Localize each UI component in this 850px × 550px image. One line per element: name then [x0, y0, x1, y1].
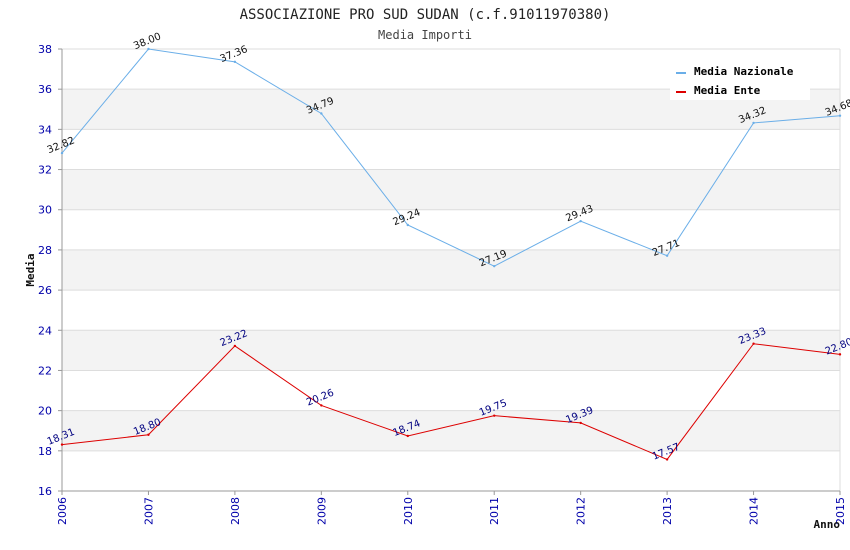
data-point: [665, 254, 669, 257]
x-tick-label: 2006: [56, 497, 69, 525]
x-tick-label: 2008: [229, 497, 242, 525]
legend-label-ente: Media Ente: [694, 84, 761, 97]
series-line-media-ente: [61, 343, 841, 461]
data-point: [493, 414, 496, 417]
x-axis-label: Anno: [814, 518, 841, 531]
data-point: [406, 434, 409, 438]
x-tick-label: 2010: [402, 497, 415, 525]
y-tick-label: 30: [38, 204, 52, 217]
x-tick-label: 2014: [748, 497, 761, 525]
grid-band: [62, 330, 840, 371]
grid-band: [62, 249, 840, 291]
data-point: [147, 47, 150, 51]
y-axis-label: Media: [24, 253, 37, 286]
x-tick-label: 2011: [488, 497, 501, 525]
data-point: [665, 458, 669, 461]
y-tick-label: 24: [38, 324, 52, 337]
data-point: [838, 114, 842, 117]
y-tick-label: 34: [38, 123, 52, 136]
data-point: [233, 344, 237, 348]
y-tick-label: 26: [38, 284, 52, 297]
data-point: [579, 421, 582, 425]
series-lines: [60, 47, 842, 461]
data-point: [233, 60, 237, 64]
y-tick-label: 36: [38, 83, 52, 96]
chart-subtitle: Media Importi: [378, 28, 472, 42]
x-tick-label: 2007: [142, 497, 155, 525]
y-tick-label: 22: [38, 364, 52, 377]
data-point: [60, 151, 64, 155]
y-tick-label: 20: [38, 405, 52, 418]
legend-label-nazionale: Media Nazionale: [694, 65, 794, 78]
legend: Media Nazionale Media Ente: [670, 60, 810, 100]
chart-title: ASSOCIAZIONE PRO SUD SUDAN (c.f.91011970…: [240, 7, 611, 23]
y-tick-label: 32: [38, 164, 52, 177]
data-point: [493, 264, 496, 268]
x-tick-label: 2015: [834, 497, 847, 525]
data-point: [320, 404, 323, 407]
x-tick-label: 2009: [315, 497, 328, 525]
y-tick-label: 18: [38, 445, 52, 458]
data-point: [320, 112, 323, 115]
grid-bands: [62, 89, 840, 451]
series-line-media-nazionale: [61, 48, 841, 267]
x-tick-labels: 2006 2007 2008 2009 2010 2011 2012 2013 2014 2015: [56, 491, 847, 525]
data-point: [60, 443, 64, 446]
legend-box: [670, 60, 810, 100]
data-point: [579, 219, 582, 223]
grid-band: [62, 410, 840, 451]
y-tick-labels: 16 18 20 22 24 26 28 30 32 34 36 38: [38, 43, 62, 498]
data-point: [406, 223, 409, 227]
y-tick-label: 28: [38, 244, 52, 257]
grid-band: [62, 169, 840, 210]
y-tick-label: 16: [38, 485, 52, 498]
x-tick-label: 2012: [575, 497, 588, 525]
y-tick-label: 38: [38, 43, 52, 56]
data-point: [752, 121, 755, 125]
data-point: [752, 342, 755, 345]
x-tick-label: 2013: [661, 497, 674, 525]
data-point: [838, 353, 842, 356]
data-point: [147, 433, 150, 436]
